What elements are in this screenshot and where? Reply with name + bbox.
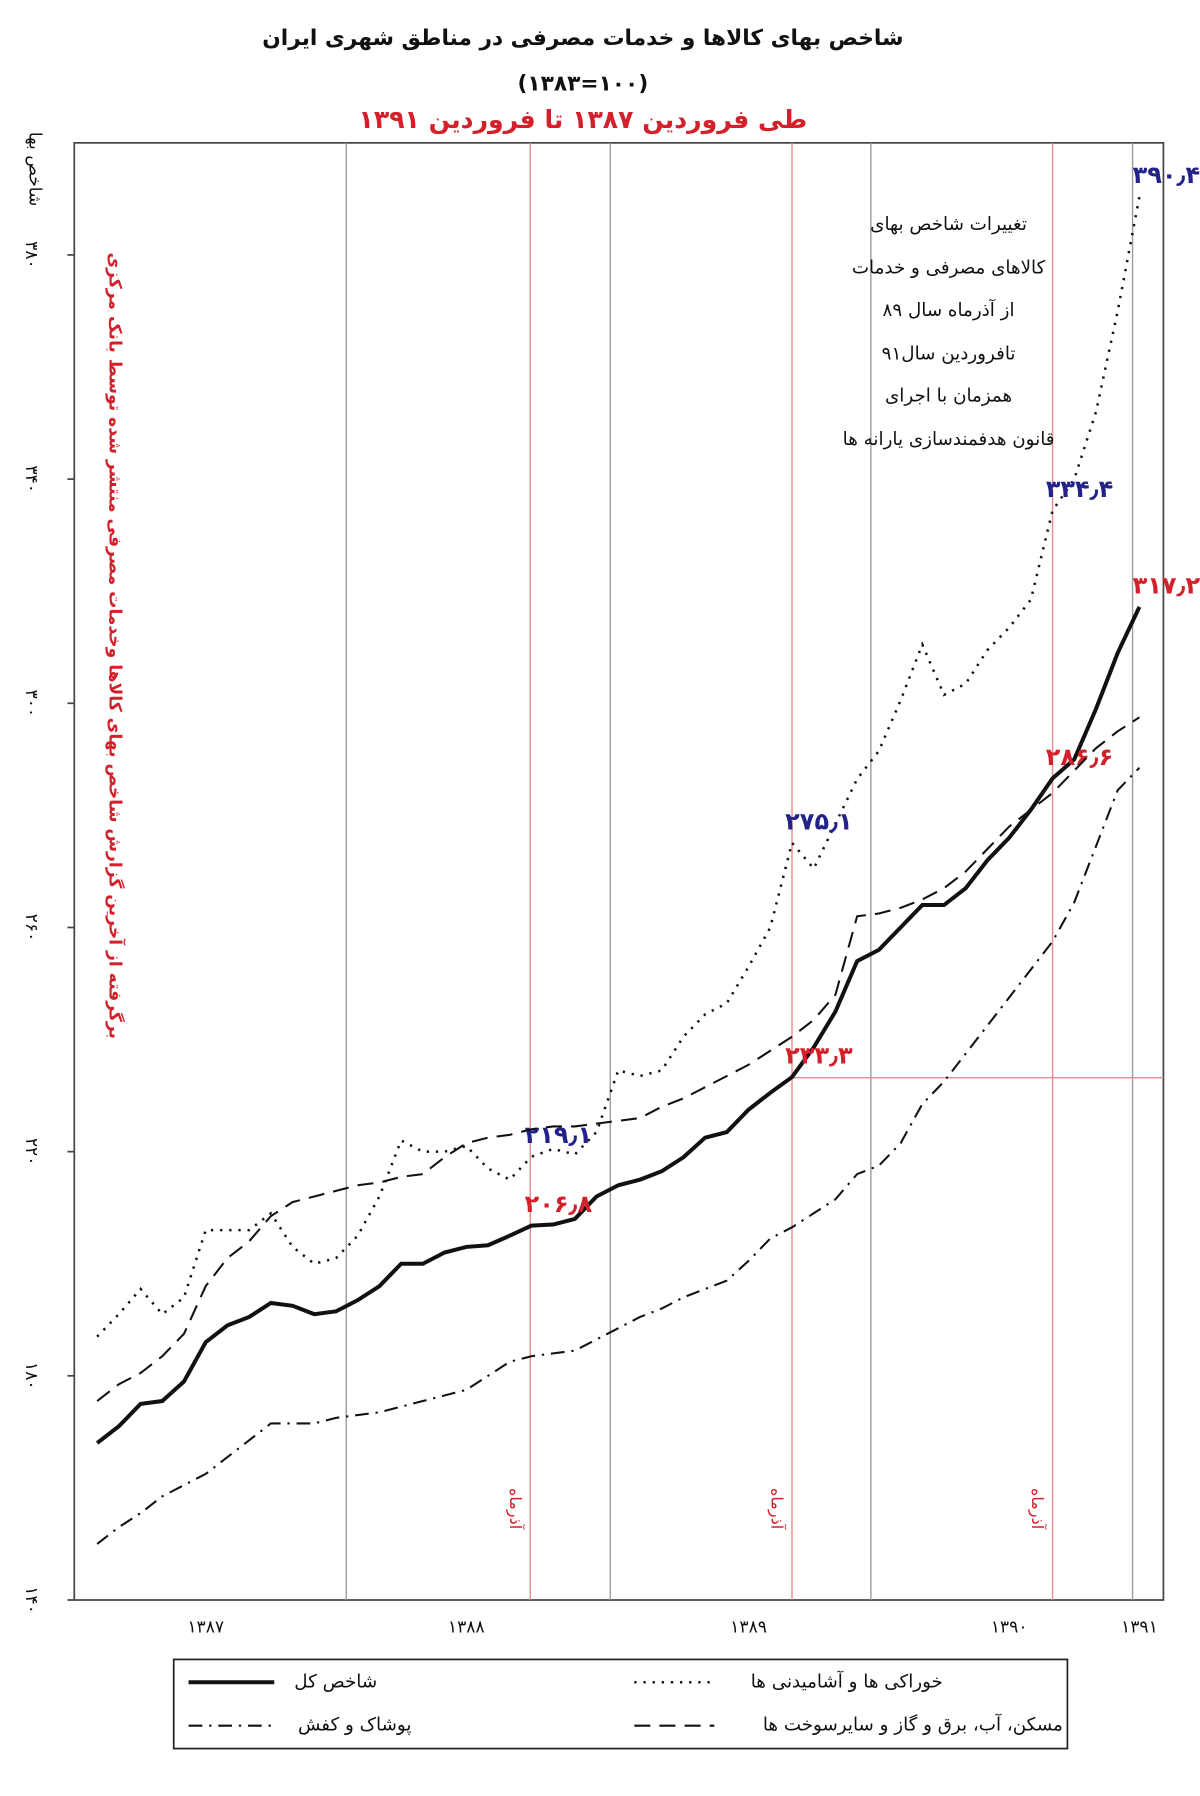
y-tick-label: ۳۰۰ xyxy=(21,689,41,717)
chart-title: شاخص بهای کالاها و خدمات مصرفی در مناطق … xyxy=(262,26,903,51)
series-line xyxy=(96,716,1140,1402)
legend-label: خوراکی ها و آشامیدنی ها xyxy=(751,1669,943,1692)
azar-lines xyxy=(529,142,1164,1600)
y-tick-label: ۱۴۰ xyxy=(21,1586,41,1614)
year-separators xyxy=(345,142,1134,1600)
note-block: تغییرات شاخص بهای کالاهای مصرفی و خدمات … xyxy=(843,214,1055,450)
note-line: قانون هدفمندسازی یارانه ها xyxy=(843,429,1055,450)
y-tick-label: ۳۴۰ xyxy=(21,465,41,493)
value-label: ۳۹۰٫۴ xyxy=(1133,161,1200,189)
legend-label: مسکن، آب، برق و گاز و سایرسوخت ها xyxy=(763,1713,1063,1736)
x-tick-label: ۱۳۹۱ xyxy=(1121,1617,1158,1637)
note-line: از آذرماه سال ۸۹ xyxy=(883,298,1015,321)
note-line: کالاهای مصرفی و خدمات xyxy=(852,258,1046,279)
note-line: تافروردین سال۹۱ xyxy=(882,343,1016,364)
legend-label: شاخص کل xyxy=(294,1671,377,1692)
x-tick-label: ۱۳۸۹ xyxy=(730,1617,767,1637)
x-tick-label: ۱۳۸۸ xyxy=(448,1617,485,1637)
series-line xyxy=(95,606,1142,1445)
series-line xyxy=(96,196,1141,1338)
chart-subtitle: (۱۰۰=۱۳۸۳) xyxy=(517,72,648,97)
data-layer: ۱۴۰ ۱۸۰ ۲۲۰ ۲۶۰ ۳۰۰ ۳۴۰ ۳۸۰ ۱۳۸۷ ۱۳۸۸ ۱۳۸۹ ۱۳۹۰ ۱۳۹… xyxy=(21,161,1200,1736)
annotation: آذرماه xyxy=(1027,1488,1047,1531)
y-tick-label: ۲۲۰ xyxy=(21,1138,41,1166)
y-tick-label: ۳۸۰ xyxy=(21,241,41,269)
value-label: ۲۷۵٫۱ xyxy=(785,807,853,835)
value-label: ۲۰۶٫۸ xyxy=(525,1190,593,1218)
x-tick-label: ۱۳۹۰ xyxy=(991,1617,1028,1637)
y-axis-label: شاخص بها xyxy=(24,132,44,206)
annotation: آذرماه xyxy=(505,1488,525,1531)
x-tick-label: ۱۳۸۷ xyxy=(187,1617,224,1637)
note-line: همزمان با اجرای xyxy=(885,386,1012,407)
y-tick-label: ۱۸۰ xyxy=(21,1362,41,1390)
chart-subtitle: طی فروردین ۱۳۸۷ تا فروردین ۱۳۹۱ xyxy=(359,105,808,135)
source-note: برگرفته از آخرین گزارش شاخص بهای کالاها … xyxy=(104,252,126,1039)
y-tick-label: ۲۶۰ xyxy=(21,914,41,942)
value-label: ۳۳۴٫۴ xyxy=(1046,475,1114,503)
legend-box xyxy=(172,1658,1069,1750)
series-line xyxy=(96,767,1141,1545)
value-label: ۳۱۷٫۲ xyxy=(1133,571,1200,599)
annotation: آذرماه xyxy=(767,1488,787,1531)
legend-label: پوشاک و کفش xyxy=(298,1715,411,1736)
note-line: تغییرات شاخص بهای xyxy=(870,214,1027,235)
plot-frame xyxy=(73,141,1165,1601)
value-label: ۲۳۳٫۳ xyxy=(785,1042,853,1070)
